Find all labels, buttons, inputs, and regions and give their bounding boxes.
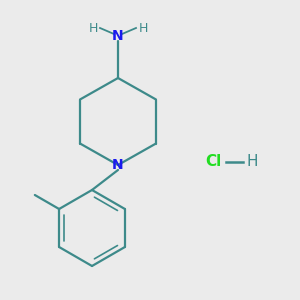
- Text: H: H: [247, 154, 259, 169]
- Text: N: N: [112, 158, 124, 172]
- Text: Cl: Cl: [205, 154, 221, 169]
- Text: H: H: [138, 22, 148, 34]
- Text: N: N: [112, 29, 124, 43]
- Text: H: H: [88, 22, 98, 34]
